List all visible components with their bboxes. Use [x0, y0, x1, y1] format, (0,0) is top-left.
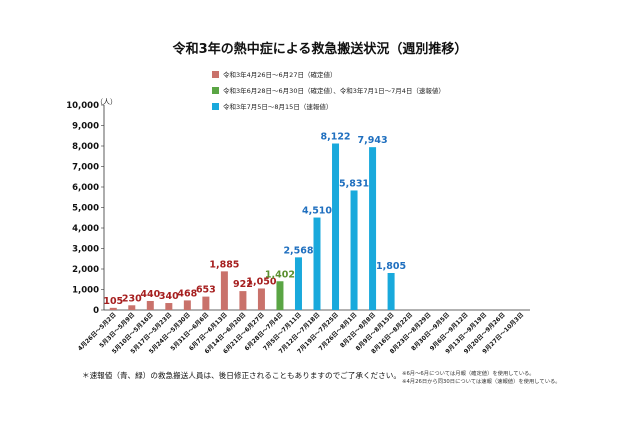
bar-10 [276, 281, 284, 310]
bar-value-label: 2,568 [283, 245, 313, 256]
y-tick-label: 10,000 [66, 101, 99, 111]
y-axis-unit-label: （人） [96, 98, 117, 106]
bar-value-label: 1,402 [265, 269, 295, 280]
legend-label-confirmed: 令和3年4月26日～6月27日（確定値） [223, 71, 337, 79]
y-tick-label: 8,000 [72, 142, 99, 152]
y-tick-label: 1,000 [72, 286, 99, 296]
y-tick-label: 9,000 [72, 122, 99, 132]
bar-value-label: 1,885 [209, 259, 239, 270]
legend-swatch-preliminary [212, 102, 219, 110]
footnote-small-2: ※4月26日から同30日については速報（速報値）を使用している。 [402, 379, 561, 385]
bar-16 [387, 272, 395, 310]
footnote-main: ＊速報値（青、緑）の救急搬送人員は、後日修正されることもありますのでご了承くださ… [82, 371, 401, 380]
bar-value-label: 1,050 [246, 276, 276, 287]
legend-item-mixed: 令和3年6月28日～6月30日（確定値）、令和3年7月1日～7月4日（速報値） [212, 82, 445, 98]
bar-value-label: 4,510 [302, 206, 332, 217]
bar-12 [313, 217, 321, 310]
bar-value-label: 653 [196, 285, 216, 296]
bar-value-label: 105 [103, 296, 123, 307]
legend-label-mixed: 令和3年6月28日～6月30日（確定値）、令和3年7月1日～7月4日（速報値） [223, 87, 445, 95]
bar-8 [239, 291, 247, 310]
y-tick-label: 2,000 [72, 265, 99, 275]
y-tick-label: 7,000 [72, 163, 99, 173]
bar-value-label: 8,122 [320, 131, 350, 142]
legend-swatch-confirmed [212, 70, 219, 78]
bar-value-label: 440 [140, 289, 160, 300]
legend-item-confirmed: 令和3年4月26日～6月27日（確定値） [212, 66, 445, 82]
y-tick-label: 0 [93, 306, 99, 316]
y-tick-label: 6,000 [72, 183, 99, 193]
bar-value-label: 1,805 [376, 261, 406, 272]
bar-6 [202, 296, 210, 310]
bar-11 [294, 257, 302, 310]
y-tick-label: 4,000 [72, 224, 99, 234]
bar-value-label: 922 [233, 279, 253, 290]
bar-value-label: 5,831 [339, 178, 369, 189]
bar-value-label: 468 [177, 288, 197, 299]
footnote-small-1: ※6月～6月については月報（確定値）を使用している。 [402, 371, 535, 377]
legend-item-preliminary: 令和3年7月5日～8月15日（速報値） [212, 98, 445, 114]
bar-value-label: 7,943 [358, 135, 388, 146]
bar-13 [332, 143, 340, 310]
bar-3 [146, 300, 154, 310]
bar-4 [165, 303, 173, 310]
bar-7 [220, 271, 228, 310]
chart-legend: 令和3年4月26日～6月27日（確定値） 令和3年6月28日～6月30日（確定値… [212, 66, 445, 114]
bar-1 [109, 307, 117, 310]
bar-9 [257, 288, 265, 310]
y-tick-label: 5,000 [72, 204, 99, 214]
bar-15 [369, 147, 377, 310]
bar-5 [183, 300, 191, 310]
chart-title: 令和3年の熱中症による救急搬送状況（週別推移） [172, 42, 468, 57]
legend-label-preliminary: 令和3年7月5日～8月15日（速報値） [223, 103, 333, 111]
y-tick-label: 3,000 [72, 245, 99, 255]
bar-2 [128, 305, 136, 310]
bar-14 [350, 190, 358, 310]
bar-value-label: 230 [122, 293, 142, 304]
bar-value-label: 340 [159, 291, 179, 302]
legend-swatch-mixed [212, 86, 219, 94]
